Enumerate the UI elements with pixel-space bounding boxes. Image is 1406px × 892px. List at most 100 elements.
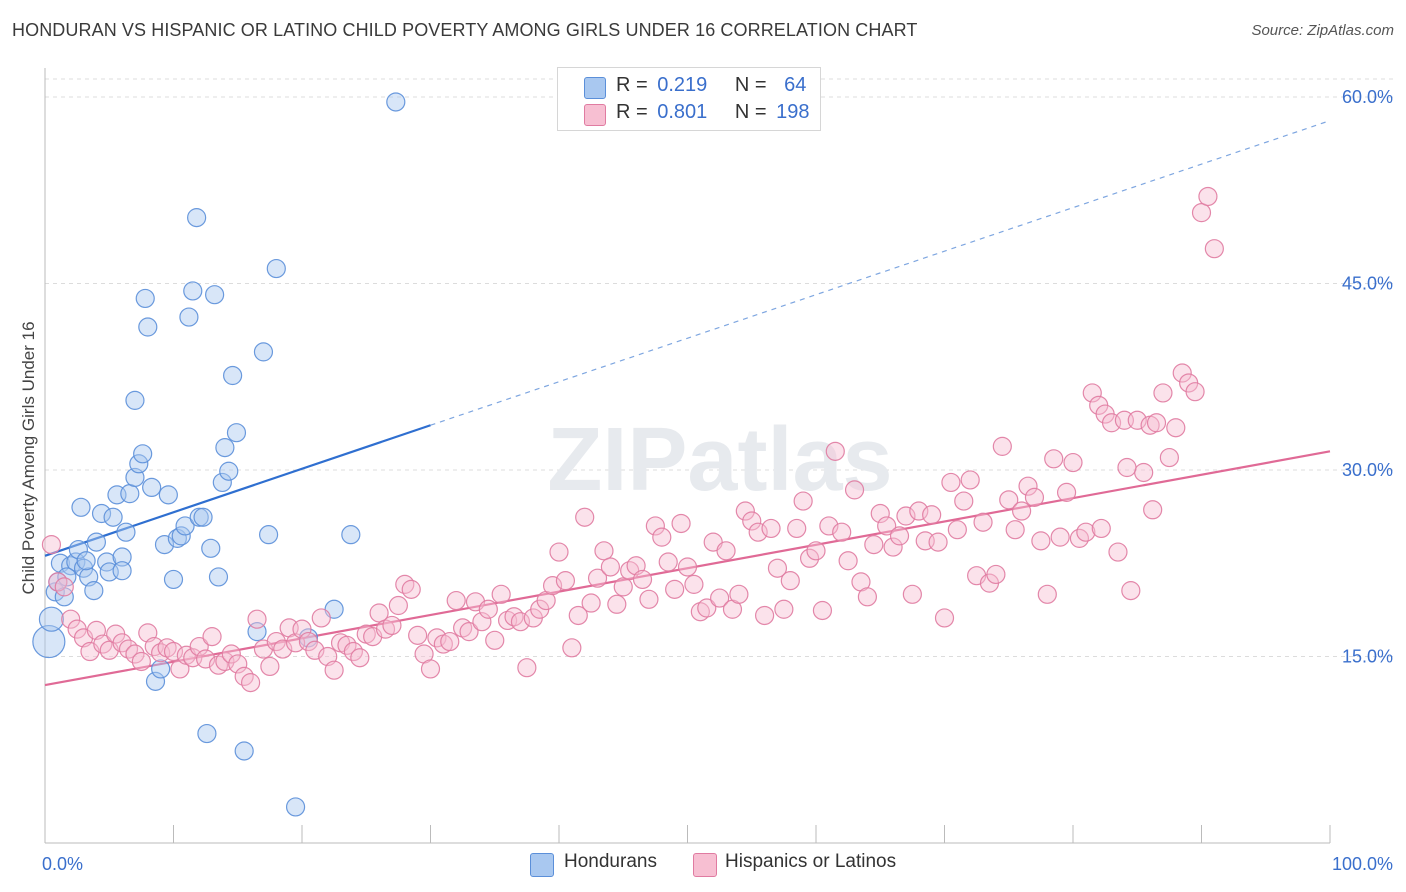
hispanic-point bbox=[658, 552, 678, 572]
hispanic-point bbox=[870, 503, 890, 524]
honduran-point bbox=[193, 507, 213, 527]
hispanic-point bbox=[1076, 522, 1096, 542]
hispanic-point bbox=[472, 612, 492, 632]
honduran-point bbox=[103, 507, 123, 527]
hispanic-point bbox=[562, 638, 582, 658]
honduran-point bbox=[120, 484, 140, 504]
honduran-point bbox=[129, 454, 149, 474]
hispanic-point bbox=[1121, 581, 1141, 601]
hispanic-point bbox=[1044, 449, 1064, 469]
honduran-point bbox=[187, 208, 207, 228]
honduran-point bbox=[253, 342, 274, 362]
hispanic-point bbox=[369, 603, 389, 623]
hispanic-point bbox=[735, 501, 755, 521]
hispanic-point bbox=[838, 551, 858, 571]
honduran-point bbox=[138, 317, 158, 337]
hispanic-point bbox=[575, 507, 595, 527]
honduran-point bbox=[171, 526, 191, 546]
honduran-point bbox=[258, 525, 279, 545]
hispanic-point bbox=[118, 639, 139, 659]
hispanic-point bbox=[1056, 482, 1077, 502]
hispanic-point bbox=[247, 609, 267, 629]
hispanic-point bbox=[947, 520, 967, 540]
hispanic-point bbox=[793, 491, 813, 511]
hispanic-point bbox=[478, 599, 498, 619]
hispanic-point bbox=[1050, 527, 1070, 547]
hispanic-point bbox=[825, 441, 845, 461]
hispanic-point bbox=[1166, 418, 1186, 438]
hispanic-point bbox=[748, 522, 768, 542]
hispanic-point bbox=[517, 658, 537, 678]
legend-swatch-blue bbox=[584, 77, 606, 99]
hispanic-point bbox=[555, 571, 576, 591]
honduran-point bbox=[133, 444, 153, 464]
axes bbox=[44, 68, 1331, 844]
hispanic-point bbox=[889, 526, 910, 546]
r-value: 0.801 bbox=[657, 101, 708, 123]
hispanic-point bbox=[202, 627, 222, 647]
hispanic-point bbox=[799, 548, 820, 568]
x-tick-label: 0.0% bbox=[42, 854, 83, 874]
chart-title: HONDURAN VS HISPANIC OR LATINO CHILD POV… bbox=[12, 20, 918, 40]
hispanic-point bbox=[928, 532, 948, 552]
hispanic-point bbox=[877, 516, 897, 536]
honduran-point bbox=[183, 281, 203, 301]
hispanic-point bbox=[61, 609, 81, 629]
hispanic-point bbox=[883, 537, 903, 557]
hispanic-point bbox=[1082, 383, 1102, 403]
hispanic-point bbox=[954, 491, 974, 511]
hispanic-point bbox=[401, 579, 421, 599]
hispanic-point bbox=[1063, 452, 1083, 473]
y-tick-label: 30.0% bbox=[1342, 460, 1393, 480]
hispanic-point bbox=[41, 534, 62, 555]
honduran-point bbox=[112, 561, 132, 581]
hispanic-point bbox=[864, 534, 884, 555]
hispanic-point bbox=[780, 571, 800, 591]
hispanic-point bbox=[761, 518, 781, 539]
hispanic-point bbox=[1108, 542, 1128, 562]
hispanic-point bbox=[857, 587, 878, 607]
hispanic-point bbox=[710, 588, 730, 608]
hispanic-point bbox=[1127, 410, 1147, 430]
hispanic-point bbox=[729, 584, 749, 604]
hispanic-point bbox=[163, 641, 184, 662]
hispanic-point bbox=[542, 576, 563, 596]
hispanic-point bbox=[742, 511, 762, 531]
hispanic-point bbox=[652, 527, 672, 547]
honduran-point bbox=[125, 390, 145, 410]
hispanic-point bbox=[1117, 457, 1137, 478]
hispanic-point bbox=[613, 577, 633, 597]
honduran-point bbox=[86, 532, 107, 552]
hispanic-point bbox=[639, 589, 659, 609]
hispanic-point bbox=[684, 574, 704, 594]
n-value: 198 bbox=[776, 101, 810, 123]
hispanic-point bbox=[48, 572, 68, 592]
n-value: 64 bbox=[784, 74, 807, 96]
hispanic-point bbox=[260, 656, 280, 677]
hispanic-point bbox=[1172, 363, 1192, 383]
hispanic-point bbox=[587, 568, 608, 588]
honduran-trend-extension bbox=[430, 120, 1331, 426]
r-label: R = bbox=[616, 74, 648, 96]
hispanic-point bbox=[311, 608, 331, 628]
hispanic-point bbox=[999, 490, 1019, 510]
hispanic-point bbox=[1159, 447, 1179, 468]
hispanic-point bbox=[754, 605, 775, 626]
honduran-point bbox=[112, 547, 132, 567]
legend-swatch-blue bbox=[530, 853, 554, 877]
stats-legend: R = 0.219 N = 64 R = 0.801 N = 198 bbox=[557, 67, 821, 131]
hispanic-point bbox=[1024, 487, 1045, 507]
r-value: 0.219 bbox=[657, 74, 708, 96]
hispanic-point bbox=[266, 631, 286, 652]
hispanic-point bbox=[594, 541, 614, 561]
hispanic-point bbox=[787, 518, 807, 539]
hispanic-point bbox=[896, 506, 916, 526]
honduran-point bbox=[151, 659, 171, 679]
honduran-point bbox=[226, 423, 247, 443]
honduran-point bbox=[91, 503, 112, 524]
hispanic-trend-line bbox=[44, 450, 1331, 687]
honduran-point bbox=[32, 624, 66, 659]
hispanic-point bbox=[774, 599, 794, 619]
honduran-point bbox=[197, 723, 217, 744]
honduran-point bbox=[205, 285, 225, 305]
